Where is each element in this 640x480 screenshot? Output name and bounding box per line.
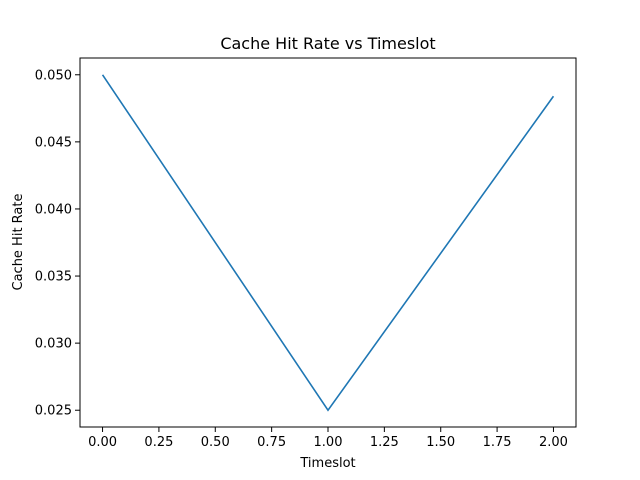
data-point bbox=[553, 95, 555, 97]
data-point bbox=[102, 74, 104, 76]
x-tick-label: 0.75 bbox=[257, 435, 286, 450]
y-tick-label: 0.040 bbox=[35, 202, 72, 217]
y-tick-label: 0.025 bbox=[35, 404, 72, 419]
x-axis-title: Timeslot bbox=[299, 456, 355, 471]
x-tick-label: 1.50 bbox=[426, 435, 455, 450]
x-tick-label: 0.00 bbox=[88, 435, 117, 450]
y-tick-label: 0.035 bbox=[35, 270, 72, 285]
y-tick-label: 0.050 bbox=[35, 68, 72, 83]
x-tick-label: 2.00 bbox=[539, 435, 568, 450]
x-tick-label: 1.25 bbox=[370, 435, 399, 450]
chart-title: Cache Hit Rate vs Timeslot bbox=[220, 34, 435, 53]
x-tick-label: 1.00 bbox=[314, 435, 343, 450]
series-line-0 bbox=[101, 74, 555, 412]
plot-area: 0.00 0.25 0.50 0.75 1.00 1.25 1.50 1.75 2.00 0.02… bbox=[35, 57, 577, 450]
x-tick-label: 0.50 bbox=[201, 435, 230, 450]
y-tick-label: 0.045 bbox=[35, 135, 72, 150]
y-axis-title: Cache Hit Rate bbox=[11, 194, 26, 291]
x-tick-label: 1.75 bbox=[483, 435, 512, 450]
x-tick-label: 0.25 bbox=[144, 435, 173, 450]
y-tick-label: 0.030 bbox=[35, 337, 72, 352]
data-point bbox=[327, 409, 329, 411]
